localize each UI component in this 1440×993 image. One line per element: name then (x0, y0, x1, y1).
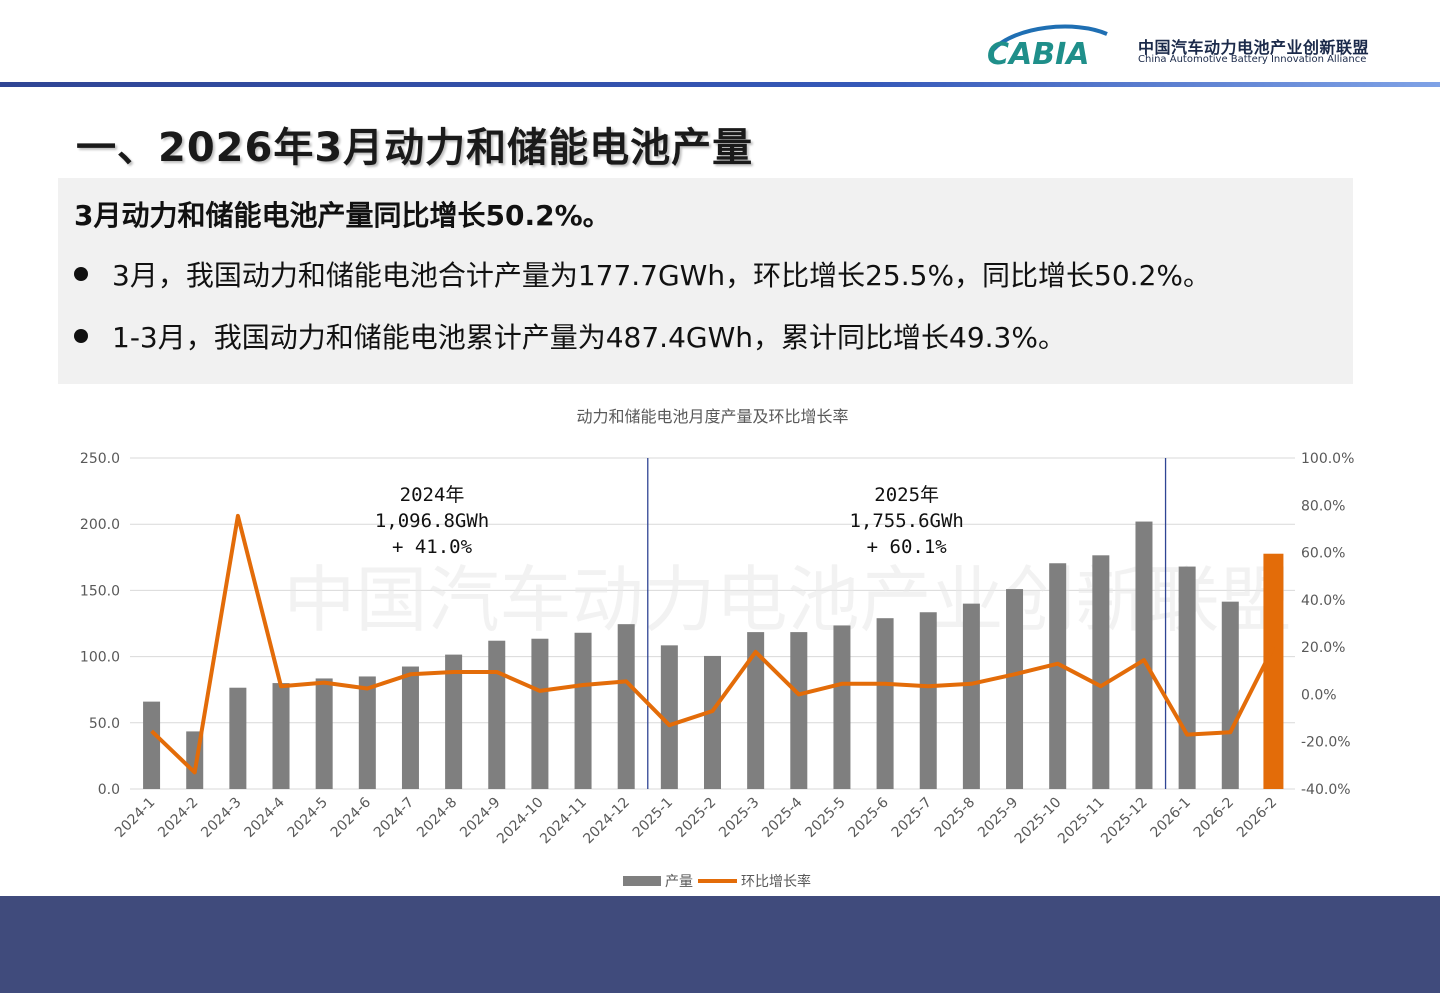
legend-label: 环比增长率 (741, 873, 811, 890)
bar (1178, 566, 1196, 789)
cabia-logo: CABIA (987, 24, 1108, 68)
y2-tick-label: -40.0% (1301, 782, 1351, 798)
bar (833, 625, 851, 789)
y-tick-label: 150.0 (80, 583, 120, 599)
bar (1006, 589, 1024, 789)
top-header: CABIA 中国汽车动力电池产业创新联盟 China Automotive Ba… (0, 0, 1440, 82)
bullet-text: 1-3月，我国动力和储能电池累计产量为487.4GWh，累计同比增长49.3%。 (112, 321, 1066, 354)
x-tick-label: 2024-6 (328, 794, 374, 840)
bar (704, 655, 721, 789)
bar (229, 687, 247, 789)
legend-label: 产量 (665, 874, 693, 890)
chart-title: 动力和储能电池月度产量及环比增长率 (576, 407, 848, 426)
bar (1049, 563, 1067, 789)
chart-container: 动力和储能电池月度产量及环比增长率 0.0 50.0 100.0 150.0 200.0 2… (0, 395, 1440, 895)
x-tick-label: 2025-2 (673, 795, 719, 841)
footer-bar (0, 896, 1440, 993)
page-title: 一、2026年3月动力和储能电池产量 (76, 125, 754, 171)
summary-box: 3月动力和储能电池产量同比增长50.2%。 3月，我国动力和储能电池合计产量为1… (58, 178, 1353, 384)
y-tick-label: 200.0 (80, 517, 120, 533)
legend-swatch-bar (623, 876, 661, 886)
y-tick-label: 250.0 (80, 451, 120, 467)
logo-text: CABIA (987, 37, 1089, 68)
x-tick-label: 2024-4 (241, 794, 287, 840)
bar (445, 654, 463, 789)
bar (790, 632, 808, 789)
summary-bullet-1: 3月，我国动力和储能电池合计产量为177.7GWh，环比增长25.5%，同比增长… (74, 254, 1211, 294)
x-tick-label: 2024-7 (371, 795, 417, 841)
summary-headline: 3月动力和储能电池产量同比增长50.2%。 (74, 199, 611, 232)
y2-tick-label: 0.0% (1301, 687, 1337, 703)
x-tick-label: 2025-10 (1012, 795, 1065, 848)
bar (272, 683, 290, 789)
bar (574, 632, 592, 789)
x-tick-label: 2026-2 (1191, 795, 1237, 841)
bullet-dot-icon (74, 329, 88, 343)
annotation-text: 2024年 (400, 484, 465, 506)
annotation-text: 1,096.8GWh (375, 510, 489, 532)
bar (919, 612, 937, 789)
x-tick-label: 2024-12 (580, 795, 633, 848)
y2-tick-label: -20.0% (1301, 735, 1351, 751)
bullet-text: 3月，我国动力和储能电池合计产量为177.7GWh，环比增长25.5%，同比增长… (112, 259, 1212, 292)
x-tick-label: 2025-8 (932, 795, 978, 841)
x-tick-label: 2025-1 (630, 795, 676, 841)
y2-tick-label: 40.0% (1301, 593, 1345, 609)
x-tick-label: 2024-5 (285, 795, 331, 841)
bar (1135, 521, 1153, 789)
bar (617, 624, 635, 789)
bar (1221, 601, 1239, 789)
y-tick-label: 0.0 (98, 782, 120, 798)
bar (1263, 553, 1284, 789)
bar (315, 678, 333, 789)
x-tick-label: 2025-6 (846, 794, 892, 840)
bar (401, 666, 419, 789)
x-tick-label: 2025-5 (802, 795, 848, 841)
x-tick-label: 2024-1 (112, 795, 158, 841)
bar (962, 603, 980, 789)
bar (1092, 555, 1110, 789)
x-tick-label: 2026-2 (1234, 795, 1280, 841)
series-line-mom-growth (150, 513, 1276, 775)
annotation-text: 2025年 (874, 484, 939, 506)
bar (488, 640, 506, 789)
brand-name-cn: 中国汽车动力电池产业创新联盟 (1138, 38, 1370, 57)
bullet-dot-icon (74, 267, 88, 281)
x-tick-label: 2025-11 (1055, 795, 1108, 848)
x-tick-label: 2025-3 (716, 795, 762, 841)
x-tick-label: 2024-2 (155, 795, 201, 841)
x-tick-label: 2024-11 (537, 795, 590, 848)
bar (531, 638, 549, 789)
bar (143, 701, 161, 789)
annotation-text: 1,755.6GWh (849, 510, 963, 532)
annotation-text: + 60.1% (867, 536, 948, 558)
x-tick-label: 2025-12 (1098, 795, 1151, 848)
y2-tick-label: 100.0% (1301, 451, 1354, 467)
y-tick-label: 50.0 (89, 716, 120, 732)
y-tick-label: 100.0 (80, 650, 120, 666)
bar (876, 618, 894, 789)
y2-tick-label: 60.0% (1301, 546, 1345, 562)
y2-tick-label: 20.0% (1301, 640, 1345, 656)
bar (358, 676, 376, 789)
production-chart: 动力和储能电池月度产量及环比增长率 0.0 50.0 100.0 150.0 200.0 2… (80, 407, 1354, 890)
x-tick-label: 2026-1 (1148, 795, 1194, 841)
x-tick-label: 2024-10 (494, 795, 547, 848)
header-divider (0, 82, 1440, 87)
annotation-text: + 41.0% (392, 536, 473, 558)
x-tick-label: 2024-8 (414, 795, 460, 841)
bar (747, 632, 765, 789)
x-tick-label: 2025-7 (889, 795, 935, 841)
brand-name-en: China Automotive Battery Innovation Alli… (1138, 54, 1367, 65)
x-tick-label: 2025-4 (759, 794, 805, 840)
watermark-text: 中国汽车动力电池产业创新联盟 (283, 558, 1291, 642)
summary-bullet-2: 1-3月，我国动力和储能电池累计产量为487.4GWh，累计同比增长49.3%。 (74, 316, 1066, 356)
y2-tick-label: 80.0% (1301, 498, 1345, 514)
x-tick-label: 2024-3 (198, 795, 244, 841)
bar (660, 645, 678, 789)
